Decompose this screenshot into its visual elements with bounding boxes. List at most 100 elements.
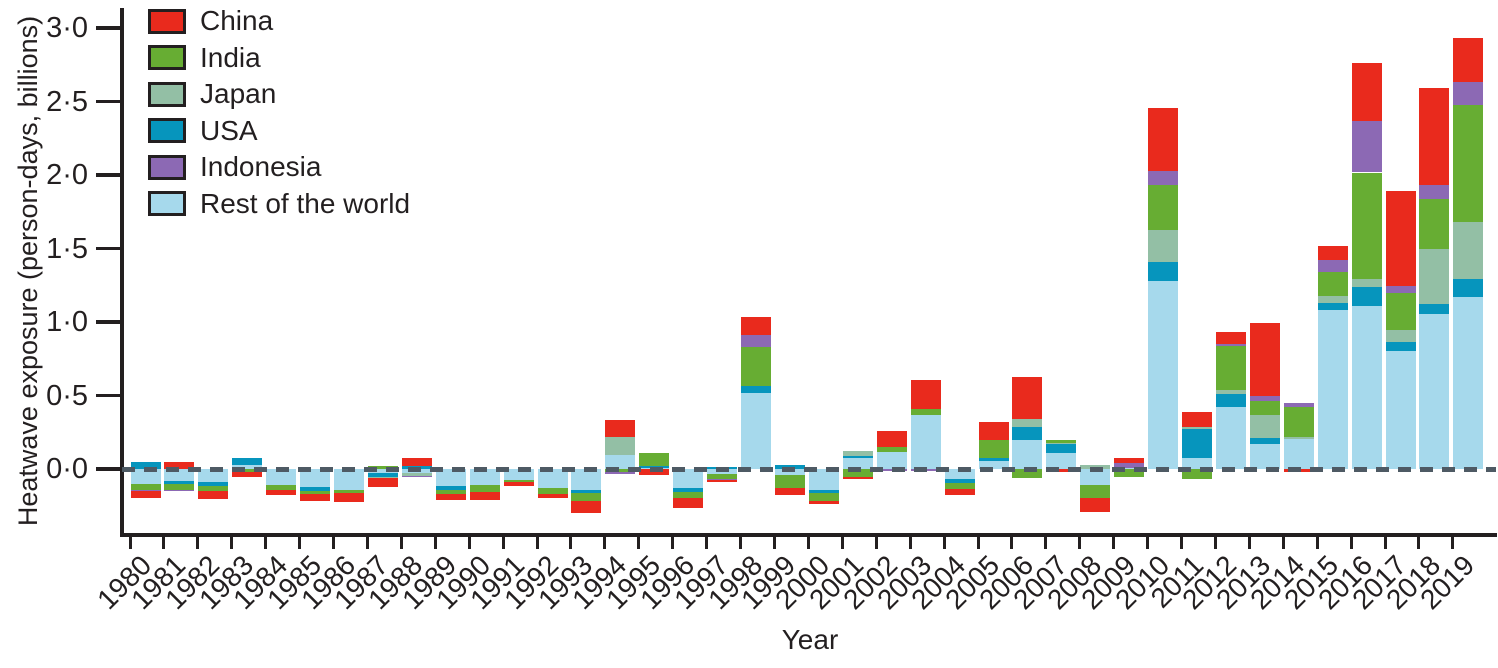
x-tick-mark — [1112, 536, 1116, 549]
bar-segment-2011-usa — [1182, 429, 1213, 459]
bar-segment-1981-indonesia — [164, 489, 195, 492]
bar-segment-2017-rest-of-the-world — [1385, 350, 1416, 469]
x-tick-mark — [467, 536, 471, 549]
x-tick-mark — [1213, 536, 1217, 549]
bar-segment-2017-japan — [1385, 329, 1416, 342]
bar-segment-2016-rest-of-the-world — [1351, 305, 1382, 469]
bar-segment-2019-usa — [1453, 279, 1484, 298]
bar-segment-1994-china — [605, 420, 636, 437]
bar-segment-1998-china — [741, 316, 772, 335]
legend-label: China — [200, 5, 274, 37]
bar-segment-1989-rest-of-the-world — [435, 469, 466, 487]
x-tick-mark — [399, 536, 403, 549]
bar-segment-1988-china — [401, 458, 432, 467]
bar-segment-2004-rest-of-the-world — [944, 469, 975, 479]
x-tick-mark — [501, 536, 505, 549]
x-axis-title: Year — [781, 624, 839, 655]
bar-segment-2012-usa — [1215, 393, 1246, 408]
x-tick-mark — [874, 536, 878, 549]
bar-segment-1988-japan — [401, 472, 432, 476]
bar-segment-2015-rest-of-the-world — [1317, 309, 1348, 469]
bar-segment-1984-china — [266, 490, 297, 496]
x-tick-mark — [840, 536, 844, 549]
x-tick-mark — [806, 536, 810, 549]
bar-segment-1982-rest-of-the-world — [198, 469, 229, 483]
bar-segment-2005-india — [978, 440, 1009, 458]
bar-segment-2012-china — [1215, 332, 1246, 344]
bar-segment-2016-usa — [1351, 286, 1382, 306]
bar-segment-2000-rest-of-the-world — [808, 469, 839, 491]
bar-segment-2017-indonesia — [1385, 285, 1416, 293]
bar-segment-2015-india — [1317, 271, 1348, 296]
bar-segment-2007-usa — [1046, 444, 1077, 454]
legend-swatch-icon — [148, 81, 186, 107]
y-tick-label: 1·0 — [46, 306, 88, 338]
bar-segment-1980-rest-of-the-world — [130, 469, 161, 485]
legend-item-usa: USA — [148, 114, 410, 146]
bar-segment-1989-china — [435, 493, 466, 500]
bar-segment-2019-indonesia — [1453, 81, 1484, 105]
bar-segment-1995-india — [639, 452, 670, 467]
bar-segment-2013-japan — [1249, 415, 1280, 439]
bar-segment-1985-usa — [300, 487, 331, 491]
bar-segment-1999-china — [774, 487, 805, 495]
y-tick-label: 2·0 — [46, 159, 88, 191]
bar-segment-1980-china — [130, 491, 161, 499]
bar-segment-2007-india — [1046, 439, 1077, 443]
bar-segment-1994-japan — [605, 436, 636, 456]
bar-segment-2006-china — [1012, 376, 1043, 420]
bar-segment-1991-rest-of-the-world — [503, 469, 534, 480]
y-axis-line — [120, 8, 124, 536]
legend: China India Japan USA Indonesia Rest of the w… — [148, 5, 411, 228]
bar-segment-2011-china — [1182, 412, 1213, 428]
legend-item-india: India — [148, 41, 410, 73]
bar-segment-2004-india — [944, 482, 975, 489]
bar-segment-2007-rest-of-the-world — [1046, 453, 1077, 469]
legend-label: India — [200, 41, 261, 73]
bar-segment-2014-rest-of-the-world — [1283, 439, 1314, 469]
y-tick-mark — [96, 26, 122, 30]
y-tick-mark — [96, 99, 122, 104]
x-axis-line — [120, 533, 1497, 537]
bar-segment-2011-india — [1182, 469, 1213, 480]
bar-segment-1998-usa — [741, 385, 772, 393]
x-tick-mark — [1078, 536, 1082, 549]
bar-segment-1996-usa — [673, 488, 704, 493]
bar-segment-2017-india — [1385, 292, 1416, 330]
bar-segment-2012-rest-of-the-world — [1215, 407, 1246, 469]
legend-item-china: China — [148, 5, 410, 37]
bar-segment-2014-japan — [1283, 436, 1314, 440]
bar-segment-1994-rest-of-the-world — [605, 455, 636, 469]
bar-segment-2008-india — [1080, 485, 1111, 499]
y-tick-label: 0·0 — [46, 453, 88, 485]
bar-segment-1992-india — [537, 488, 568, 494]
bar-segment-2001-india — [842, 469, 873, 477]
bar-segment-2019-japan — [1453, 221, 1484, 280]
bar-segment-1997-rest-of-the-world — [707, 469, 738, 475]
bar-segment-2017-china — [1385, 190, 1416, 286]
y-tick-mark — [96, 393, 122, 398]
bar-segment-2003-rest-of-the-world — [910, 415, 941, 469]
bar-segment-2010-rest-of-the-world — [1148, 280, 1179, 469]
bar-segment-2009-china — [1114, 457, 1145, 463]
bar-segment-2018-japan — [1419, 249, 1450, 305]
legend-label: USA — [200, 114, 258, 146]
legend-label: Rest of the world — [200, 187, 411, 219]
bar-segment-2013-indonesia — [1249, 395, 1280, 401]
zero-baseline-dashed-line — [122, 466, 1496, 472]
x-tick-mark — [671, 536, 675, 549]
bar-segment-2006-rest-of-the-world — [1012, 440, 1043, 469]
x-tick-mark — [1146, 536, 1150, 549]
x-tick-mark — [976, 536, 980, 549]
x-tick-mark — [1451, 536, 1455, 549]
bar-segment-2010-usa — [1148, 261, 1179, 281]
x-tick-mark — [1349, 536, 1353, 549]
x-tick-mark — [1180, 536, 1184, 549]
bar-segment-1982-china — [198, 491, 229, 499]
bar-segment-1999-india — [774, 474, 805, 488]
bar-segment-2015-usa — [1317, 302, 1348, 310]
bar-segment-1992-rest-of-the-world — [537, 469, 568, 489]
bar-segment-2015-indonesia — [1317, 259, 1348, 272]
bar-segment-2003-china — [910, 379, 941, 410]
